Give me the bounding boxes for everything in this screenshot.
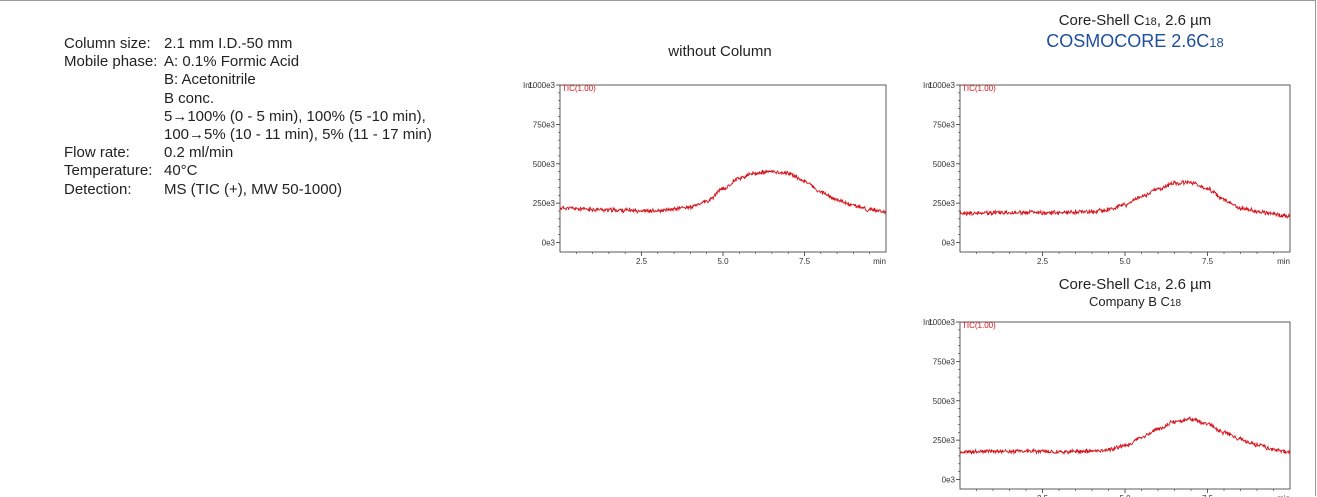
legend-label: TIC(1.00) (562, 84, 596, 93)
brand-text: COSMOCORE 2.6C (1046, 31, 1210, 51)
chart-title-1: without Column (600, 43, 840, 60)
brand-subscript: 18 (1209, 35, 1224, 50)
x-axis-label: min (1277, 494, 1290, 497)
condition-row: Detection: MS (TIC (+), MW 50-1000) (64, 181, 432, 199)
condition-value: 0.2 ml/min (164, 144, 234, 162)
condition-value: MS (TIC (+), MW 50-1000) (164, 180, 342, 198)
condition-value: 5→100% (0 - 5 min), 100% (5 -10 min), (164, 107, 426, 125)
chart-title-line2: Company B C18 (1015, 294, 1255, 309)
chart-title-2: Core-Shell C18, 2.6 µm COSMOCORE 2.6C18 (1015, 12, 1255, 52)
condition-row: Temperature: 40°C (64, 162, 432, 180)
condition-label: Column size: (64, 35, 151, 52)
chart-title-brand: COSMOCORE 2.6C18 (1015, 31, 1255, 52)
x-tick-label: 2.5 (1037, 494, 1049, 497)
y-tick-label: 750e3 (933, 120, 956, 129)
y-axis-label: Int. (523, 81, 534, 90)
x-tick-label: 5.0 (717, 257, 729, 266)
tic-trace-line (959, 416, 1291, 456)
condition-label: Temperature: (64, 162, 153, 180)
x-tick-label: 2.5 (1037, 257, 1049, 266)
plot-frame (959, 84, 1291, 253)
x-tick-label: 7.5 (799, 257, 811, 266)
y-tick-label: 750e3 (533, 120, 556, 129)
y-tick-label: 750e3 (933, 357, 956, 366)
condition-label: Detection: (64, 180, 132, 198)
y-tick-label: 0e3 (942, 239, 956, 248)
y-axis-label: Int. (923, 81, 934, 90)
conditions-block: Column size: 2.1 mm I.D.-50 mm Mobile ph… (64, 35, 432, 199)
y-tick-label: 250e3 (933, 436, 956, 445)
tic-trace-line (559, 169, 887, 215)
condition-value: A: 0.1% Formic Acid (164, 53, 300, 71)
x-tick-label: 5.0 (1119, 257, 1131, 266)
condition-value: 40°C (164, 162, 198, 180)
condition-label: Mobile phase: (64, 53, 158, 71)
title-subscript: 18 (1169, 298, 1182, 309)
plot-frame (959, 321, 1291, 490)
chart-3: 0e3 250e3 500e3 750e3 1000e3 2.5 5.0 7.5 min Int.… (923, 318, 1291, 497)
x-tick-label: 7.5 (1202, 257, 1214, 266)
title-text: Company B C (1088, 294, 1170, 309)
x-tick-label: 7.5 (1202, 494, 1214, 497)
y-tick-label: 250e3 (533, 199, 556, 208)
condition-value: B conc. (164, 89, 215, 107)
y-tick-label: 500e3 (933, 397, 956, 406)
condition-value: B: Acetonitrile (164, 71, 256, 89)
y-tick-label: 1000e3 (928, 81, 955, 90)
chart-1: 0e3 250e3 500e3 750e3 1000e3 2.5 5.0 7.5 min Int.… (523, 81, 887, 266)
title-text: , 2.6 µm (1156, 12, 1212, 29)
y-tick-label: 1000e3 (928, 318, 955, 327)
legend-label: TIC(1.00) (962, 321, 996, 330)
x-axis-label: min (873, 257, 886, 266)
legend-label: TIC(1.00) (962, 84, 996, 93)
y-axis-label: Int. (923, 318, 934, 327)
chart-title-3: Core-Shell C18, 2.6 µm Company B C18 (1015, 276, 1255, 309)
x-axis-label: min (1277, 257, 1290, 266)
title-text: Core-Shell C (1058, 276, 1145, 293)
condition-value: 100→5% (10 - 11 min), 5% (11 - 17 min) (164, 126, 432, 144)
condition-label: Flow rate: (64, 144, 130, 162)
y-tick-label: 0e3 (542, 239, 556, 248)
y-tick-label: 500e3 (533, 160, 556, 169)
condition-value: 2.1 mm I.D.-50 mm (164, 35, 293, 52)
y-tick-label: 250e3 (933, 199, 956, 208)
condition-row: Flow rate: 0.2 ml/min (64, 144, 432, 162)
y-tick-label: 500e3 (933, 160, 956, 169)
x-tick-label: 2.5 (636, 257, 648, 266)
chart-title-text: without Column (668, 43, 772, 60)
y-tick-label: 0e3 (942, 476, 956, 485)
plot-frame (559, 84, 887, 253)
chart-title-line1: Core-Shell C18, 2.6 µm (1015, 276, 1255, 293)
tic-trace-line (959, 179, 1291, 219)
chart-title-line1: Core-Shell C18, 2.6 µm (1015, 12, 1255, 29)
title-text: , 2.6 µm (1156, 276, 1212, 293)
condition-row: Column size: 2.1 mm I.D.-50 mm (64, 35, 432, 53)
x-tick-label: 5.0 (1119, 494, 1131, 497)
title-subscript: 18 (1144, 16, 1157, 28)
condition-row: Mobile phase: A: 0.1% Formic Acid B: Ace… (64, 53, 432, 144)
chart-2: 0e3 250e3 500e3 750e3 1000e3 2.5 5.0 7.5 min Int.… (923, 81, 1291, 266)
y-tick-label: 1000e3 (528, 81, 555, 90)
title-text: Core-Shell C (1058, 12, 1145, 29)
title-subscript: 18 (1144, 280, 1157, 292)
